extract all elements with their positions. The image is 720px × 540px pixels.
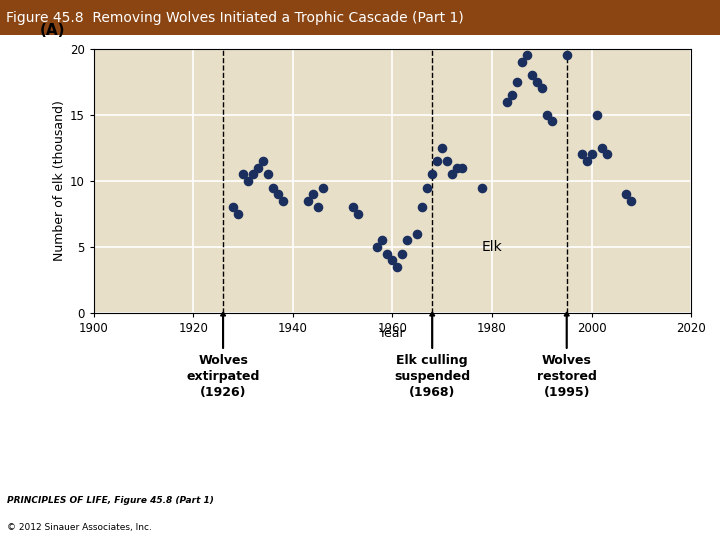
Text: (A): (A) [40,23,66,38]
Point [521,51,533,59]
Point [501,97,513,106]
Point [581,157,593,165]
Point [397,249,408,258]
Point [591,111,603,119]
Point [307,190,318,198]
Point [302,197,313,205]
Point [511,77,523,86]
Point [252,163,264,172]
Text: Elk culling
suspended
(1968): Elk culling suspended (1968) [394,354,470,399]
Point [586,150,598,159]
Point [626,197,637,205]
Point [382,249,393,258]
Point [596,144,608,152]
Point [317,183,328,192]
Point [536,84,548,92]
Point [347,203,359,212]
Point [506,91,518,99]
Text: Wolves
restored
(1995): Wolves restored (1995) [537,354,597,399]
Text: © 2012 Sinauer Associates, Inc.: © 2012 Sinauer Associates, Inc. [7,523,152,532]
Point [233,210,244,218]
Point [451,163,463,172]
Point [238,170,249,179]
Point [257,157,269,165]
Text: Year: Year [379,327,405,340]
Point [456,163,468,172]
Point [272,190,284,198]
Point [377,236,388,245]
Point [247,170,258,179]
Point [372,243,383,252]
Point [312,203,323,212]
Point [546,117,557,126]
Point [352,210,364,218]
Point [392,262,403,271]
Point [421,183,433,192]
Point [267,183,279,192]
Text: Elk: Elk [482,240,503,254]
Text: PRINCIPLES OF LIFE, Figure 45.8 (Part 1): PRINCIPLES OF LIFE, Figure 45.8 (Part 1) [7,496,214,505]
Point [561,51,572,59]
Point [436,144,448,152]
Point [541,111,552,119]
Point [576,150,588,159]
Point [277,197,289,205]
Point [417,203,428,212]
Text: Figure 45.8  Removing Wolves Initiated a Trophic Cascade (Part 1): Figure 45.8 Removing Wolves Initiated a … [6,11,464,24]
Text: Wolves
extirpated
(1926): Wolves extirpated (1926) [186,354,260,399]
Point [426,170,438,179]
Point [431,157,443,165]
Point [228,203,239,212]
Point [441,157,453,165]
Point [412,230,423,238]
Point [262,170,274,179]
Y-axis label: Number of elk (thousand): Number of elk (thousand) [53,100,66,261]
Point [531,77,543,86]
Point [477,183,488,192]
Point [387,256,398,265]
Point [526,71,538,79]
Point [446,170,458,179]
Point [402,236,413,245]
Point [516,57,528,66]
Point [242,177,253,185]
Point [600,150,612,159]
Point [621,190,632,198]
